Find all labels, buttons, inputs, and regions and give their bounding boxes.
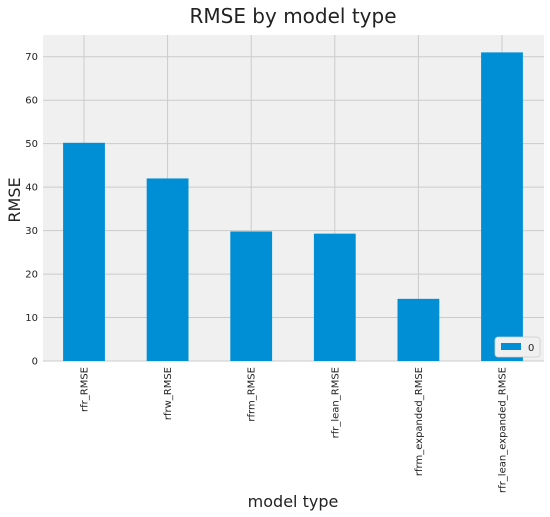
bar-rfrm_RMSE [230, 231, 273, 361]
x-tick-label: rfrw_RMSE [163, 367, 174, 420]
y-tick-label: 0 [32, 357, 38, 368]
bar-rfr_lean_expanded_RMSE [481, 52, 523, 362]
x-axis-label: model type [248, 492, 339, 511]
x-tick-label: rfrm_RMSE [247, 367, 258, 422]
legend-swatch [501, 343, 521, 350]
x-tick-label: rfr_lean_RMSE [330, 367, 341, 438]
y-tick-label: 50 [25, 139, 38, 150]
legend-entry-label: 0 [528, 343, 534, 354]
y-tick-label: 10 [25, 313, 38, 324]
legend: 0 [494, 336, 541, 358]
chart-title: RMSE by model type [189, 4, 396, 28]
y-tick-labels: 0 10 20 30 40 50 60 70 [25, 52, 38, 367]
y-tick-label: 60 [25, 96, 38, 107]
y-tick-label: 40 [25, 183, 38, 194]
bars [63, 52, 523, 362]
plot-area [43, 35, 544, 361]
bar-rfr_lean_RMSE [313, 233, 356, 361]
bar-rfrm_expanded_RMSE [397, 298, 440, 361]
x-tick-label: rfrm_expanded_RMSE [414, 367, 425, 476]
y-tick-label: 20 [25, 270, 38, 281]
x-tick-label: rfr_lean_expanded_RMSE [498, 367, 509, 493]
y-tick-label: 30 [25, 226, 38, 237]
x-tick-label: rfr_RMSE [80, 367, 91, 412]
y-tick-label: 70 [25, 52, 38, 63]
y-axis-label: RMSE [5, 177, 24, 222]
bar-rfr_RMSE [63, 142, 105, 361]
x-tick-labels: rfr_RMSE rfrw_RMSE rfrm_RMSE rfr_lean_RMSE r… [80, 367, 509, 493]
bar-rfrw_RMSE [146, 178, 189, 361]
